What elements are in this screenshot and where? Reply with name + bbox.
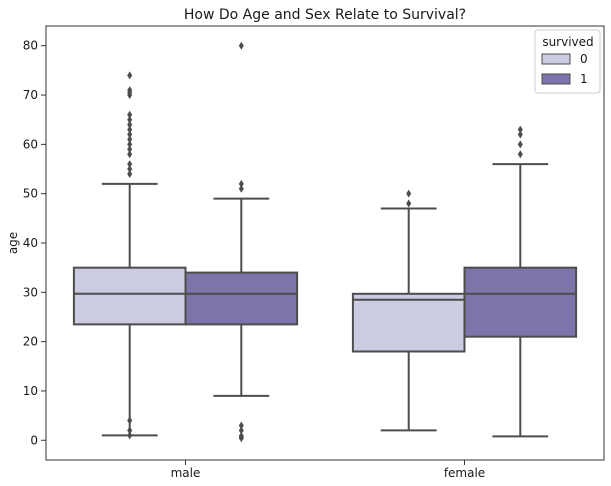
box-group-0-female (351, 189, 466, 432)
outlier-0-female-0 (406, 199, 412, 208)
outlier-1-male-7 (238, 41, 244, 50)
outlier-1-female-0 (517, 150, 523, 159)
outlier-0-male-5 (127, 160, 133, 169)
legend-label-1: 1 (580, 72, 588, 86)
outlier-0-male-7 (127, 145, 133, 154)
outlier-0-male-8 (127, 140, 133, 149)
outlier-0-male-17 (127, 86, 133, 95)
outlier-0-male-1 (127, 426, 133, 435)
outlier-0-male-14 (127, 110, 133, 119)
outlier-0-male-10 (127, 130, 133, 139)
y-tick-label-4: 40 (23, 236, 38, 250)
outlier-0-male-3 (127, 169, 133, 178)
outlier-1-female-3 (517, 125, 523, 134)
y-tick-label-5: 50 (23, 187, 38, 201)
x-tick-label-0: male (171, 466, 201, 480)
outlier-1-male-4 (238, 421, 244, 430)
outlier-1-male-2 (238, 431, 244, 440)
y-tick-label-8: 80 (23, 39, 38, 53)
box-group-1-male (184, 41, 299, 443)
box-0-male (72, 266, 187, 326)
y-axis-label: age (6, 232, 20, 254)
plot-frame (45, 25, 605, 461)
outlier-0-male-9 (127, 135, 133, 144)
legend: survived 0 1 (534, 29, 601, 94)
outlier-1-male-5 (238, 184, 244, 193)
outlier-0-male-2 (127, 416, 133, 425)
axes-layer: 0 10 20 30 40 50 60 70 80 male female (23, 39, 485, 480)
legend-label-0: 0 (580, 52, 588, 66)
outlier-0-male-13 (127, 115, 133, 124)
y-tick-label-0: 0 (30, 433, 38, 447)
y-tick-label-7: 70 (23, 88, 38, 102)
x-tick-label-1: female (444, 466, 485, 480)
y-tick-label-6: 60 (23, 137, 38, 151)
outlier-1-male-6 (238, 179, 244, 188)
y-tick-label-2: 20 (23, 335, 38, 349)
chart-title: How Do Age and Sex Relate to Survival? (184, 7, 466, 23)
outlier-0-male-0 (127, 431, 133, 440)
box-group-0-male (72, 71, 187, 440)
outlier-0-male-11 (127, 125, 133, 134)
outlier-0-male-12 (127, 120, 133, 129)
box-1-male (184, 271, 299, 326)
legend-title: survived (542, 35, 593, 49)
boxes-layer (72, 41, 578, 443)
outlier-0-male-18 (127, 71, 133, 80)
y-tick-label-1: 10 (23, 384, 38, 398)
box-0-female (351, 292, 466, 353)
outlier-0-female-1 (406, 189, 412, 198)
legend-swatch-1 (541, 73, 571, 85)
outlier-1-female-1 (517, 140, 523, 149)
legend-swatch-0 (541, 53, 571, 65)
outlier-1-male-3 (238, 426, 244, 435)
box-1-female (463, 266, 578, 338)
outlier-0-male-6 (127, 150, 133, 159)
box-group-1-female (463, 125, 578, 438)
outlier-0-male-4 (127, 165, 133, 174)
y-tick-label-3: 30 (23, 285, 38, 299)
outlier-1-female-2 (517, 130, 523, 139)
